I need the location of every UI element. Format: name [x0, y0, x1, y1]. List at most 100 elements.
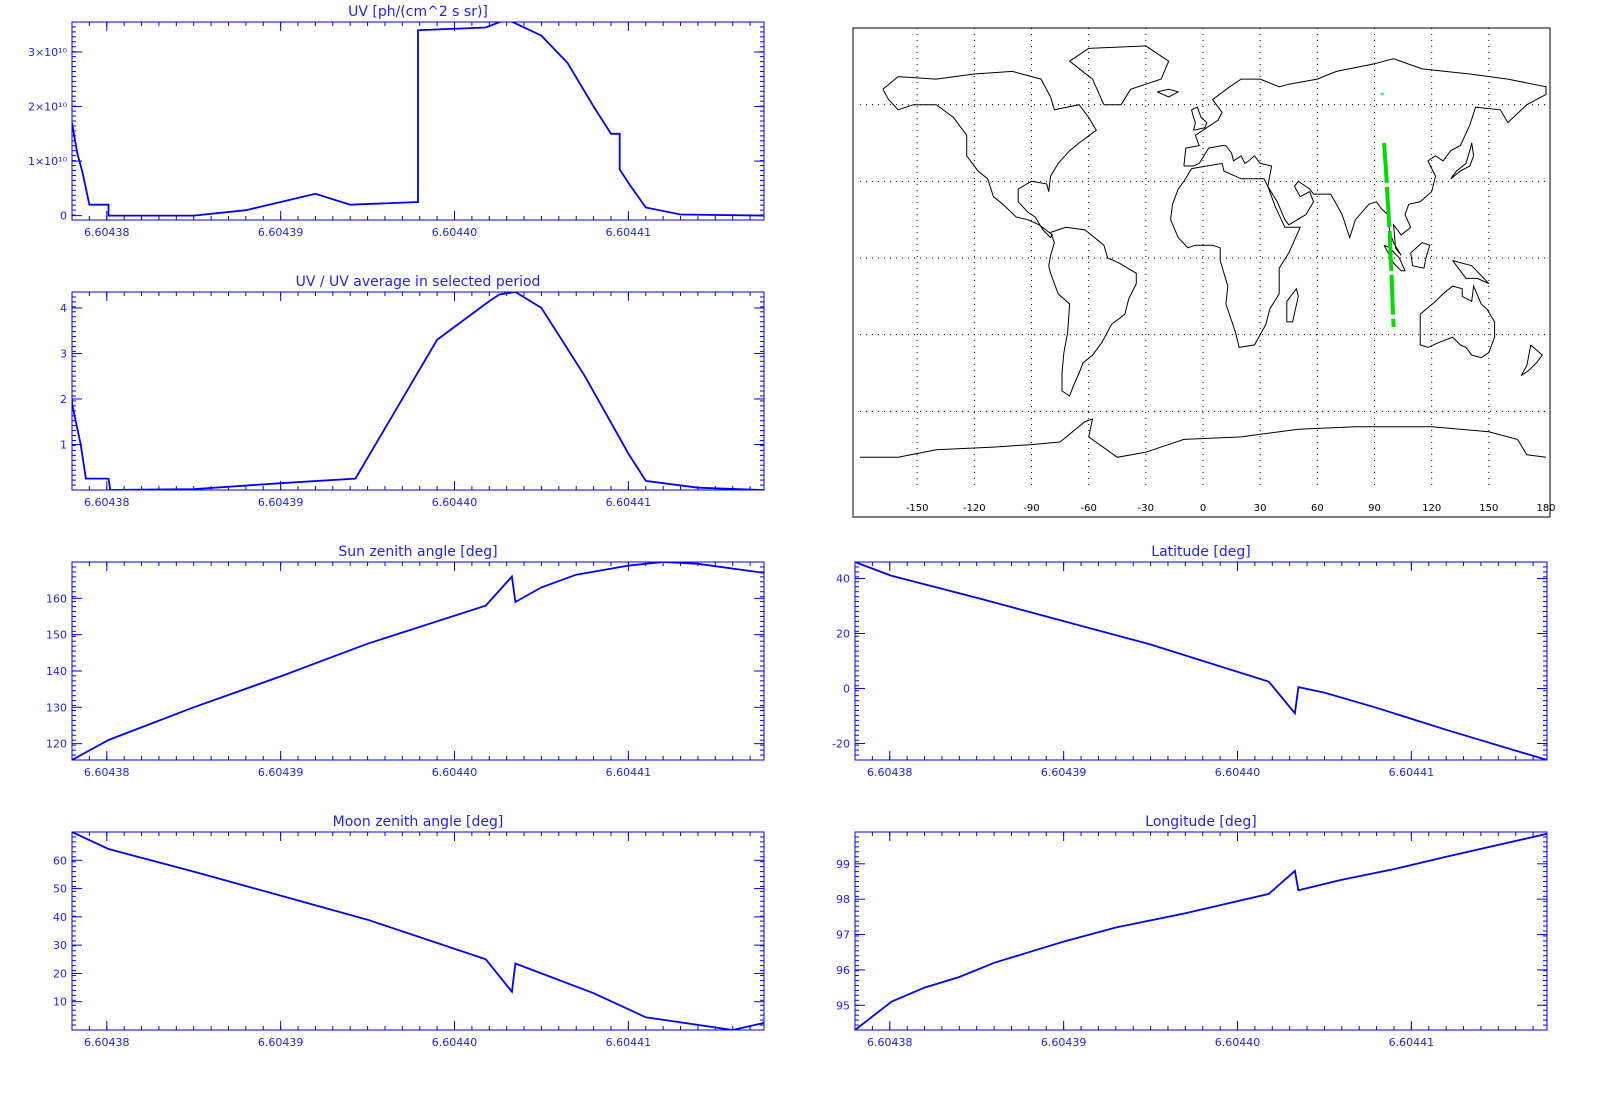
map-lon-label: -150 [906, 503, 929, 514]
y-tick-label: 99 [836, 858, 850, 871]
plot-frame [71, 291, 765, 491]
coastline-iceland [1157, 88, 1180, 98]
series-line [72, 562, 764, 760]
y-tick-label: 97 [836, 929, 850, 942]
chart-title: Longitude [deg] [1145, 814, 1256, 830]
plot-frame [854, 831, 1548, 1031]
coastline-antarctica [860, 418, 1547, 458]
y-tick-label: 130 [46, 701, 67, 714]
x-tick-label: 6.60441 [606, 766, 652, 779]
chart-title: Moon zenith angle [deg] [333, 814, 504, 830]
coastline-madagascar [1286, 287, 1299, 323]
x-tick-label: 6.60438 [84, 1036, 130, 1049]
x-tick-label: 6.60439 [258, 496, 304, 509]
map-lon-label: 120 [1422, 503, 1441, 514]
map-lon-label: 0 [1200, 503, 1206, 514]
series-line [855, 562, 1547, 760]
y-tick-label: 40 [836, 573, 850, 586]
coastline-greenland [1068, 45, 1170, 106]
y-tick-label: 10 [53, 996, 67, 1009]
y-tick-label: 50 [53, 883, 67, 896]
coastline-new-guinea [1452, 260, 1490, 285]
x-tick-label: 6.60438 [84, 766, 130, 779]
x-tick-label: 6.60439 [1041, 1036, 1087, 1049]
series-line [855, 832, 1547, 1030]
chart-title: Latitude [deg] [1151, 544, 1250, 560]
y-tick-label: 3 [60, 347, 67, 360]
longitude-panel: Longitude [deg] 6.60438 6.60439 6.60440 6.60… [836, 814, 1548, 1049]
latitude-panel: Latitude [deg] 6.60438 6.60439 6.60440 6.604… [832, 544, 1548, 779]
y-tick-label: 3×10¹⁰ [28, 46, 68, 59]
moon-zenith-panel: Moon zenith angle [deg] 6.60438 6.60439 6.6… [53, 814, 765, 1049]
y-tick-label: 4 [60, 302, 67, 315]
map-lon-label: 90 [1368, 503, 1381, 514]
x-tick-label: 6.60440 [432, 496, 478, 509]
x-tick-label: 6.60441 [606, 1036, 652, 1049]
coastline-north-america [882, 70, 1097, 239]
coastline-australia [1419, 284, 1496, 359]
y-tick-label: 120 [46, 738, 67, 751]
y-tick-label: 0 [843, 683, 850, 696]
uv-panel: UV [ph/(cm^2 s sr)] 6.60438 6.60439 6.60440… [28, 4, 765, 239]
y-tick-label: 2 [60, 393, 67, 406]
x-tick-label: 6.60440 [432, 1036, 478, 1049]
map-lon-label: 150 [1479, 503, 1498, 514]
y-tick-label: 95 [836, 999, 850, 1012]
coastline-japan [1450, 142, 1475, 180]
coastline-new-zealand [1520, 344, 1543, 377]
x-tick-label: 6.60440 [1215, 1036, 1261, 1049]
map-lon-label: 180 [1536, 503, 1555, 514]
y-tick-label: 1 [60, 438, 67, 451]
coastline-south-america [1048, 226, 1137, 397]
x-tick-label: 6.60441 [606, 496, 652, 509]
y-tick-label: 30 [53, 939, 67, 952]
map-frame [852, 27, 1551, 518]
map-lon-label: 60 [1311, 503, 1324, 514]
chart-title: UV [ph/(cm^2 s sr)] [348, 4, 488, 20]
x-tick-label: 6.60440 [1215, 766, 1261, 779]
x-tick-label: 6.60438 [867, 766, 913, 779]
uv-ratio-panel: UV / UV average in selected period 6.6043… [60, 274, 765, 509]
sun-zenith-panel: Sun zenith angle [deg] 6.60438 6.60439 6.60… [46, 544, 765, 779]
y-tick-label: 160 [46, 592, 67, 605]
x-tick-label: 6.60439 [1041, 766, 1087, 779]
map-lon-label: -90 [1023, 503, 1039, 514]
chart-title: Sun zenith angle [deg] [338, 544, 497, 560]
chart-title: UV / UV average in selected period [296, 274, 541, 290]
y-tick-label: 40 [53, 911, 67, 924]
x-tick-label: 6.60438 [84, 226, 130, 239]
y-tick-label: 20 [53, 967, 67, 980]
y-tick-label: 2×10¹⁰ [28, 101, 68, 114]
x-tick-label: 6.60439 [258, 226, 304, 239]
track-start-marker: * [1380, 91, 1385, 101]
y-tick-label: 20 [836, 628, 850, 641]
y-tick-label: 140 [46, 665, 67, 678]
x-tick-label: 6.60441 [1389, 766, 1435, 779]
y-tick-label: 60 [53, 854, 67, 867]
coastline-uk [1191, 106, 1208, 131]
coastline-africa [1170, 162, 1301, 348]
y-tick-label: 1×10¹⁰ [28, 155, 68, 168]
x-tick-label: 6.60440 [432, 766, 478, 779]
x-tick-label: 6.60440 [432, 226, 478, 239]
plot-frame [71, 561, 765, 761]
x-tick-label: 6.60438 [867, 1036, 913, 1049]
y-tick-label: 96 [836, 964, 850, 977]
y-tick-label: 98 [836, 893, 850, 906]
x-tick-label: 6.60441 [606, 226, 652, 239]
coastline-eurasia [1183, 58, 1547, 256]
y-tick-label: 0 [60, 210, 67, 223]
map-lon-label: -60 [1080, 503, 1096, 514]
map-lon-label: -120 [963, 503, 986, 514]
world-map-panel: -150 -120 -90 -60 -30 0 30 60 90 120 150 180 * [852, 27, 1556, 518]
coastline-borneo [1410, 242, 1431, 269]
series-line [72, 832, 764, 1030]
series-line [72, 22, 764, 217]
x-tick-label: 6.60438 [84, 496, 130, 509]
y-tick-label: -20 [832, 738, 850, 751]
map-lon-label: -30 [1138, 503, 1154, 514]
plot-frame [71, 831, 765, 1031]
satellite-track [1382, 142, 1396, 328]
x-tick-label: 6.60441 [1389, 1036, 1435, 1049]
